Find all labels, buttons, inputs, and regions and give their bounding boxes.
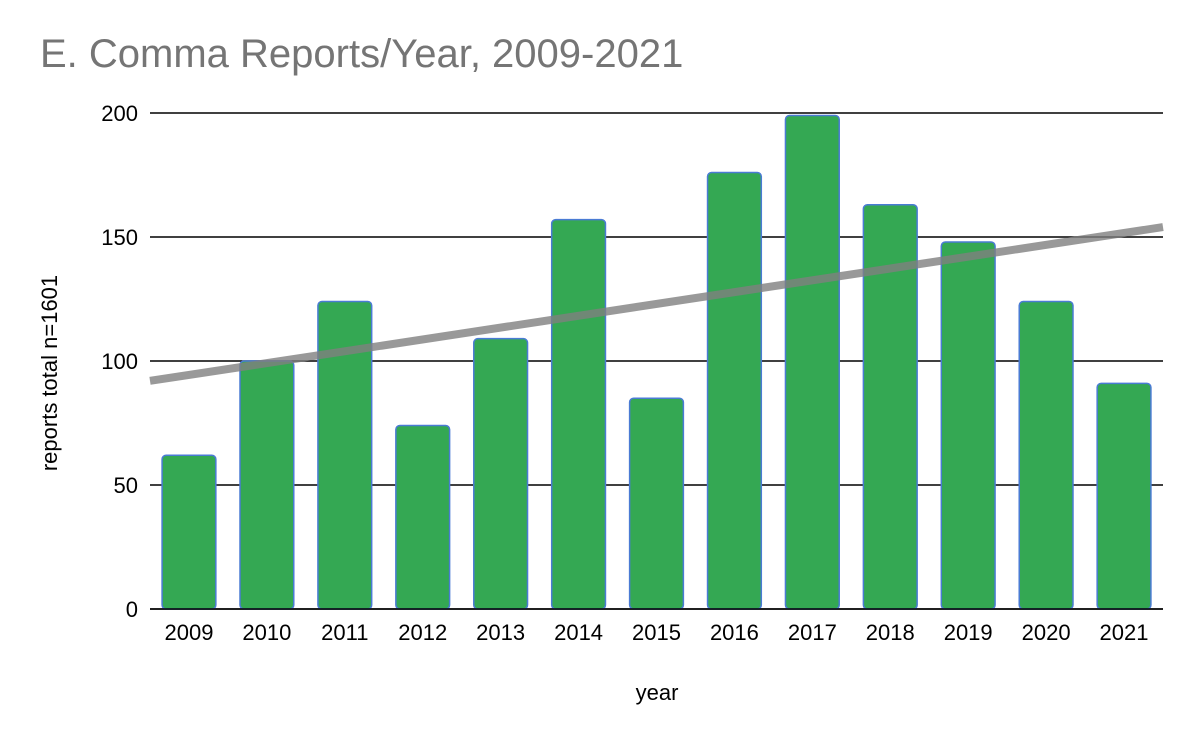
- x-axis-ticks: 2009 2010 2011 2012 2013 2014 2015 2016 2017 2018…: [164, 620, 1148, 645]
- x-tick-label: 2014: [554, 620, 603, 645]
- bars: [150, 114, 1163, 610]
- x-tick-label: 2021: [1100, 620, 1149, 645]
- bar-2020: [1018, 300, 1074, 610]
- y-tick-label: 200: [101, 101, 138, 126]
- x-tick-label: 2010: [242, 620, 291, 645]
- trendline-group: [149, 223, 1164, 385]
- bar-2012: [395, 424, 451, 610]
- bar-2015: [628, 397, 685, 610]
- x-tick-label: 2009: [164, 620, 213, 645]
- y-axis-ticks: 0 50 100 150 200: [101, 101, 138, 622]
- bar-2021: [1096, 382, 1152, 610]
- x-tick-label: 2018: [866, 620, 915, 645]
- trendline: [149, 223, 1164, 385]
- x-tick-label: 2012: [398, 620, 447, 645]
- x-tick-label: 2017: [788, 620, 837, 645]
- bar-2013: [473, 337, 529, 610]
- bar-2010: [239, 360, 295, 610]
- x-tick-label: 2011: [321, 620, 368, 645]
- y-axis-title: reports total n=1601: [37, 275, 62, 471]
- bar-2009: [161, 454, 217, 610]
- y-tick-label: 50: [114, 473, 138, 498]
- x-tick-label: 2019: [944, 620, 993, 645]
- y-tick-label: 0: [126, 597, 138, 622]
- bar-2016: [706, 171, 763, 610]
- x-tick-label: 2016: [710, 620, 759, 645]
- x-axis-title: year: [636, 680, 679, 705]
- x-tick-label: 2015: [632, 620, 681, 645]
- x-tick-label: 2013: [476, 620, 525, 645]
- chart-title: E. Comma Reports/Year, 2009-2021: [40, 32, 684, 76]
- bar-2017: [784, 114, 840, 610]
- x-tick-label: 2020: [1022, 620, 1071, 645]
- bar-2014: [550, 218, 607, 610]
- y-tick-label: 150: [101, 225, 138, 250]
- bar-2019: [940, 241, 996, 610]
- y-tick-label: 100: [101, 349, 138, 374]
